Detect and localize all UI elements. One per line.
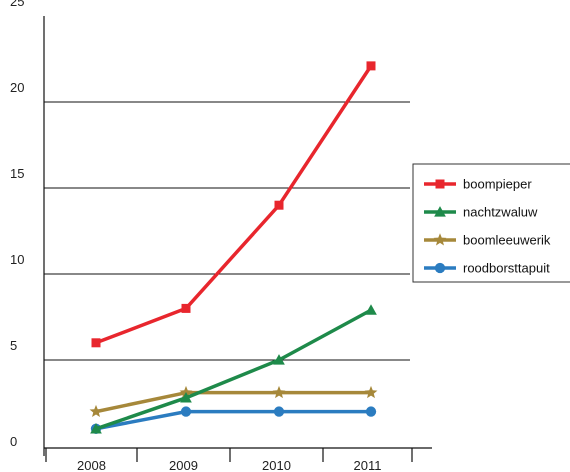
x-tick-label: 2011 [354,458,382,472]
grid-lines [44,101,410,361]
data-point [365,406,377,417]
y-tick-label: 20 [10,80,24,95]
legend-label: roodborsttapuit [463,261,550,276]
data-point [366,61,376,71]
legend-swatch-marker [434,262,446,274]
data-point [181,303,191,313]
y-tick-label: 10 [10,252,24,267]
x-axis-ticks: 2008 2009 2010 2011 [45,448,413,472]
data-point [89,404,103,418]
legend-item-nachtzwaluw: nachtzwaluw [424,205,538,220]
legend-item-roodborsttapuit: roodborsttapuit [424,261,550,276]
legend-label: nachtzwaluw [463,205,538,220]
data-point [91,338,101,348]
series-line [95,409,371,431]
data-point [274,200,284,210]
legend-item-boompieper: boompieper [424,177,532,192]
legend-swatch-marker [434,206,446,217]
data-point [180,391,192,403]
series-boompieper [91,61,376,348]
series-roodborsttapuit [90,406,377,434]
legend-label: boompieper [463,177,532,192]
series-line [95,390,371,414]
legend: boompieper nachtzwaluw boomleeuwerik roodbo… [412,163,570,283]
data-point [273,354,285,365]
y-tick-label: 0 [10,434,17,449]
series-line [95,308,372,431]
series-line [95,64,373,345]
x-tick-label: 2009 [169,458,198,472]
legend-label: boomleeuwerik [463,233,551,248]
data-point [272,385,286,399]
series-nachtzwaluw [90,304,377,434]
x-tick-label: 2008 [77,458,106,472]
y-tick-label: 5 [10,338,17,353]
data-point [273,406,285,417]
x-tick-label: 2010 [262,458,291,472]
y-tick-label: 25 [10,0,24,9]
legend-item-boomleeuwerik: boomleeuwerik [424,233,551,248]
series-lines [89,61,378,434]
data-point [90,422,102,434]
legend-swatch-marker [435,179,445,189]
data-point [365,304,377,315]
axes [43,16,432,456]
y-axis-ticks: 0 5 10 15 20 25 [10,0,24,449]
legend-swatch-marker [433,233,447,246]
y-tick-label: 15 [10,166,24,181]
data-point [180,406,192,417]
data-point [364,385,378,399]
